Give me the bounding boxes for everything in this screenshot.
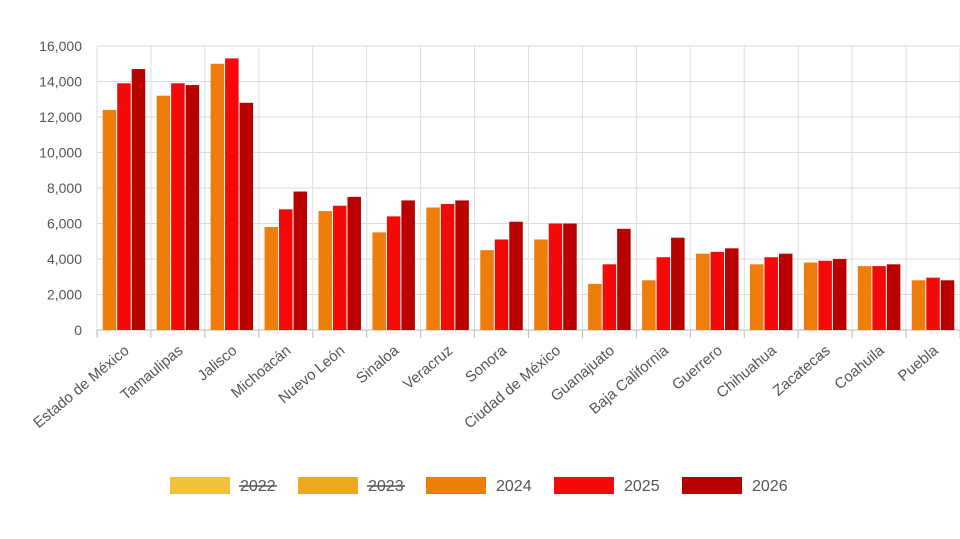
bar-2025[interactable] <box>818 260 832 330</box>
bar-2024[interactable] <box>534 239 548 330</box>
x-category-label: Sinaloa <box>353 342 403 388</box>
legend-item-2026[interactable]: 2026 <box>682 477 788 495</box>
bar-2026[interactable] <box>509 221 523 330</box>
bar-2026[interactable] <box>131 69 146 330</box>
bars <box>102 58 955 331</box>
bar-2025[interactable] <box>926 277 940 330</box>
bar-2024[interactable] <box>264 227 279 330</box>
legend-swatch <box>170 477 230 494</box>
bar-2026[interactable] <box>185 85 200 330</box>
bar-2024[interactable] <box>426 207 440 330</box>
legend-swatch <box>682 477 742 494</box>
legend-item-2025[interactable]: 2025 <box>554 477 660 495</box>
bar-2025[interactable] <box>494 239 509 330</box>
legend-label: 2026 <box>752 478 788 495</box>
bar-2024[interactable] <box>588 283 602 330</box>
bar-2025[interactable] <box>332 205 347 330</box>
bar-2026[interactable] <box>617 228 631 330</box>
y-tick-label: 10,000 <box>39 145 82 161</box>
bar-2025[interactable] <box>548 223 563 331</box>
y-tick-label: 0 <box>74 322 82 338</box>
bar-2024[interactable] <box>749 264 764 330</box>
bar-2026[interactable] <box>778 253 793 330</box>
bar-2026[interactable] <box>832 259 847 330</box>
bar-2026[interactable] <box>401 200 415 330</box>
bar-2026[interactable] <box>886 264 901 330</box>
bar-2025[interactable] <box>171 83 185 331</box>
x-category-label: Sonora <box>462 342 510 387</box>
legend-item-2023[interactable]: 2023 <box>298 477 405 495</box>
x-category-label: Zacatecas <box>770 342 834 400</box>
legend-swatch <box>298 477 358 494</box>
bar-2024[interactable] <box>480 250 494 330</box>
x-category-label: Veracruz <box>400 342 456 393</box>
bar-2024[interactable] <box>803 262 818 330</box>
bar-2026[interactable] <box>239 102 254 330</box>
bar-2024[interactable] <box>156 95 171 330</box>
bar-2025[interactable] <box>117 83 131 331</box>
bar-2024[interactable] <box>372 232 386 330</box>
legend-item-2022[interactable]: 2022 <box>170 477 277 495</box>
bar-2025[interactable] <box>710 251 725 330</box>
y-tick-label: 4,000 <box>47 251 82 267</box>
bar-2026[interactable] <box>455 200 469 330</box>
x-category-label: Puebla <box>895 342 942 385</box>
y-tick-label: 8,000 <box>47 180 82 196</box>
x-category-label: Ciudad de México <box>461 342 564 432</box>
x-category-label: Coahuila <box>831 342 888 394</box>
y-tick-label: 14,000 <box>39 74 82 90</box>
legend-label: 2024 <box>496 478 532 495</box>
legend-item-2024[interactable]: 2024 <box>426 477 532 495</box>
bar-2024[interactable] <box>857 266 872 330</box>
bar-2026[interactable] <box>671 237 685 330</box>
bar-2025[interactable] <box>279 209 293 330</box>
bar-2025[interactable] <box>656 257 671 330</box>
x-category-label: Jalisco <box>194 342 240 385</box>
legend[interactable]: 2022 2023 2024 2025 2026 <box>170 477 788 495</box>
bar-2024[interactable] <box>911 280 926 330</box>
x-category-label: Estado de México <box>30 342 132 432</box>
bar-2025[interactable] <box>440 203 455 330</box>
y-tick-label: 16,000 <box>39 38 82 54</box>
x-axis <box>96 330 960 338</box>
bar-2024[interactable] <box>696 253 710 330</box>
y-tick-label: 6,000 <box>47 216 82 232</box>
bar-2025[interactable] <box>386 216 401 330</box>
y-tick-label: 2,000 <box>47 287 82 303</box>
x-category-label: Chihuahua <box>713 342 780 402</box>
bar-2024[interactable] <box>102 109 117 331</box>
bar-2025[interactable] <box>764 257 778 330</box>
bar-2026[interactable] <box>293 191 308 330</box>
bar-2026[interactable] <box>563 223 577 331</box>
y-axis-tick-labels: 0 2,000 4,000 6,000 8,000 10,000 12,000 14,000 1… <box>39 38 82 338</box>
bar-2026[interactable] <box>347 196 361 330</box>
y-tick-label: 12,000 <box>39 109 82 125</box>
bar-2025[interactable] <box>225 58 239 331</box>
legend-swatch <box>426 477 486 494</box>
bar-2024[interactable] <box>642 280 656 330</box>
bar-2026[interactable] <box>725 248 739 330</box>
bar-2026[interactable] <box>940 280 955 330</box>
bar-2024[interactable] <box>318 211 332 330</box>
legend-swatch <box>554 477 614 494</box>
legend-label: 2025 <box>624 478 660 495</box>
bar-2024[interactable] <box>210 63 225 330</box>
bar-2025[interactable] <box>872 266 886 330</box>
bar-2025[interactable] <box>602 264 617 330</box>
